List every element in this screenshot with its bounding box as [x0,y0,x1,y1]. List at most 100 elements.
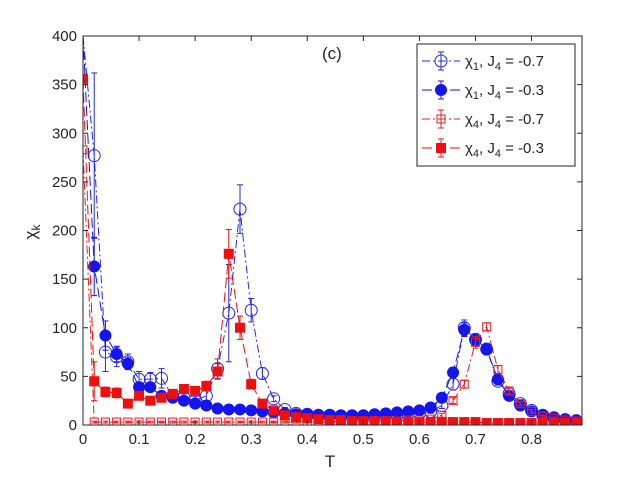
data-point [324,415,335,425]
data-point [154,371,168,385]
legend-label-sub: 1 [473,61,479,73]
data-point [89,376,100,387]
legend-label-part: , J [479,53,495,70]
data-point [515,418,526,425]
data-point [267,392,281,406]
data-point [448,396,458,406]
data-point [156,392,167,403]
data-point [244,303,258,317]
data-point [100,386,111,397]
data-point [223,248,234,259]
data-point [179,417,189,425]
data-point [123,417,133,425]
legend-label-part: χ [465,82,473,99]
data-point [347,416,358,425]
data-point [99,329,112,342]
data-point [121,357,134,370]
legend-label-sub: 4 [495,61,501,73]
legend-label-part: = -0.7 [501,111,544,128]
data-point [145,395,156,406]
y-tick-label: 100 [52,320,77,337]
data-point [435,391,448,404]
x-tick-label: 0.5 [353,431,374,448]
data-point [335,415,346,425]
legend-label-part: χ [465,53,473,70]
data-point [233,403,246,416]
data-point [459,417,470,425]
data-point [189,397,202,410]
legend-label-sub: 4 [495,119,501,131]
legend: χ1, J4 = -0.7χ1, J4 = -0.3χ4, J4 = -0.7χ… [416,43,576,167]
panel-label: (c) [322,44,342,63]
y-tick-label: 250 [52,174,77,191]
data-point [537,418,548,425]
data-point [200,399,213,412]
data-point [482,322,492,332]
legend-marker [435,84,447,96]
data-point [222,403,235,416]
legend-label: χ1, J4 = -0.7 [465,53,544,73]
data-point [268,405,279,416]
data-point [470,337,480,347]
data-point [83,73,88,84]
x-tick-label: 0.8 [521,431,542,448]
data-point [201,417,211,425]
data-point [402,405,415,418]
legend-label-part: = -0.3 [501,82,544,99]
data-point [560,418,571,425]
data-point [571,418,582,425]
data-point [380,416,391,425]
data-point [493,365,503,375]
x-axis-label: T [325,452,335,471]
series-layer [83,36,582,425]
y-tick-label: 50 [60,368,77,385]
y-tick-label: 200 [52,223,77,240]
data-point [425,417,436,425]
data-point [481,418,492,425]
legend-label-part: χ [465,111,473,128]
data-point [504,386,514,396]
data-point [111,387,122,398]
data-point [515,399,525,409]
legend-entry-chi1_J4_m03: χ1, J4 = -0.3 [422,80,544,102]
legend-label-sub: 4 [473,148,479,160]
data-point [424,401,437,414]
y-tick-label: 150 [52,271,77,288]
data-point [279,410,290,421]
legend-label-part: χ [465,140,473,157]
y-tick-label: 0 [69,417,77,434]
x-tick-label: 0.1 [129,431,150,448]
legend-entry-chi4_J4_m07: χ4, J4 = -0.7 [422,109,544,131]
data-point [88,260,101,273]
data-point [291,412,302,423]
legend-label-part: = -0.3 [501,140,544,157]
data-point [156,417,166,425]
x-tick-label: 0.6 [409,431,430,448]
data-point [257,398,268,409]
data-point [447,366,460,379]
legend-label-sub: 1 [473,90,479,102]
data-point [390,406,403,419]
data-point [224,417,234,425]
legend-label-sub: 4 [495,148,501,160]
data-point [134,390,145,401]
data-point [491,373,504,386]
data-point [178,384,189,395]
data-point [369,416,380,425]
data-point [255,366,269,380]
data-point [190,417,200,425]
data-point [446,377,460,391]
legend-entry-chi4_J4_m03: χ4, J4 = -0.3 [422,138,544,160]
plot-frame [82,35,583,426]
data-point [110,348,123,361]
x-tick-label: 0.4 [297,431,318,448]
data-point [459,379,469,389]
legend-label: χ1, J4 = -0.3 [465,82,544,102]
data-point [83,145,88,155]
data-point [145,417,155,425]
data-point [177,394,190,407]
legend-label: χ4, J4 = -0.3 [465,140,544,160]
data-point [246,379,257,390]
data-point [87,149,101,163]
